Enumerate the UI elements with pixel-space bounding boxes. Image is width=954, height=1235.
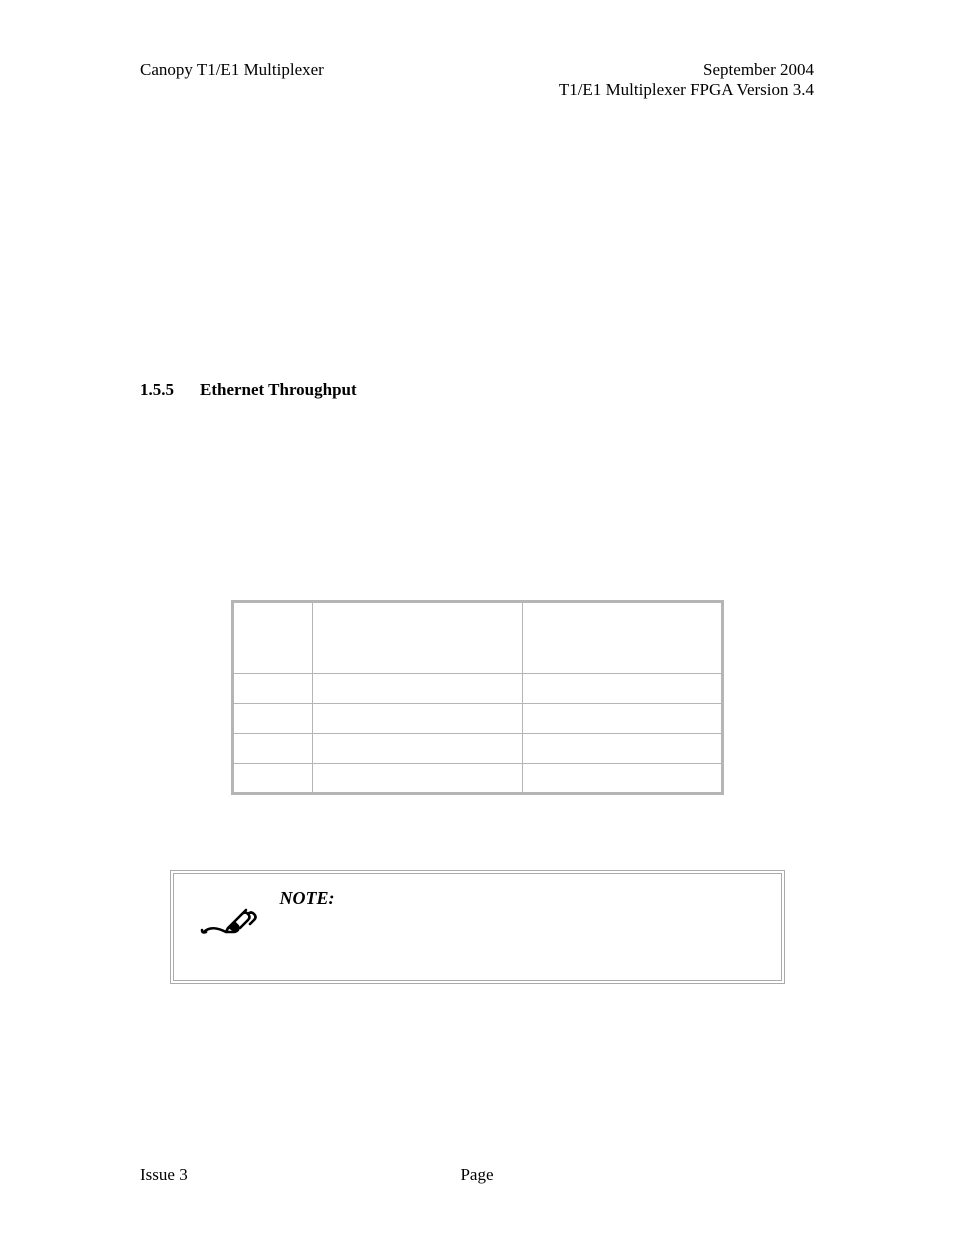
table-cell — [312, 734, 522, 764]
table-cell — [232, 704, 312, 734]
table-cell — [522, 704, 722, 734]
table-cell — [522, 734, 722, 764]
header-left: Canopy T1/E1 Multiplexer — [140, 60, 324, 80]
header-version: T1/E1 Multiplexer FPGA Version 3.4 — [559, 80, 814, 100]
table-cell — [522, 674, 722, 704]
page-header: Canopy T1/E1 Multiplexer September 2004 … — [140, 60, 814, 100]
table-row — [232, 674, 722, 704]
header-date: September 2004 — [559, 60, 814, 80]
table-row — [232, 764, 722, 794]
section-title: Ethernet Throughput — [200, 380, 357, 400]
table-cell — [312, 674, 522, 704]
throughput-table — [231, 600, 724, 795]
header-right: September 2004 T1/E1 Multiplexer FPGA Ve… — [559, 60, 814, 100]
table-row — [232, 704, 722, 734]
section-number: 1.5.5 — [140, 380, 200, 400]
table-cell — [312, 764, 522, 794]
table-cell — [232, 764, 312, 794]
note-label: NOTE: — [280, 888, 335, 909]
table-header-cell — [522, 602, 722, 674]
section-heading: 1.5.5 Ethernet Throughput — [140, 380, 814, 400]
throughput-table-wrap — [140, 600, 814, 795]
table-cell — [232, 674, 312, 704]
handwriting-icon — [198, 892, 258, 940]
table-cell — [232, 734, 312, 764]
table-header-row — [232, 602, 722, 674]
table-header-cell — [232, 602, 312, 674]
table-row — [232, 734, 722, 764]
footer-page: Page — [140, 1165, 814, 1185]
table-cell — [312, 704, 522, 734]
table-cell — [522, 764, 722, 794]
note-box: NOTE: — [170, 870, 785, 984]
table-header-cell — [312, 602, 522, 674]
page: Canopy T1/E1 Multiplexer September 2004 … — [0, 0, 954, 1235]
